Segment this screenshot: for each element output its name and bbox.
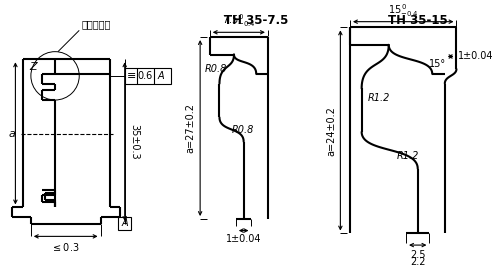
Bar <box>118 217 132 230</box>
Text: A: A <box>157 71 164 81</box>
Text: TH 35-7.5: TH 35-7.5 <box>224 14 288 27</box>
Text: $\leq$0.3: $\leq$0.3 <box>52 241 80 253</box>
Text: 15$^{\,0}_{-0.4}$: 15$^{\,0}_{-0.4}$ <box>388 2 418 19</box>
Text: R1.2: R1.2 <box>396 151 419 161</box>
Text: ≡: ≡ <box>127 71 136 81</box>
Text: 2.5: 2.5 <box>410 250 426 260</box>
Text: a=24±0.2: a=24±0.2 <box>326 106 336 156</box>
Text: 35±0.3: 35±0.3 <box>130 124 140 159</box>
Text: a=27±0.2: a=27±0.2 <box>186 103 196 153</box>
Text: 2.2: 2.2 <box>410 257 426 267</box>
Text: 1±0.04: 1±0.04 <box>458 52 494 61</box>
Text: TH 35-15: TH 35-15 <box>388 14 448 27</box>
Text: Z: Z <box>29 62 36 72</box>
Text: 0.6: 0.6 <box>138 71 152 81</box>
Text: A: A <box>122 218 128 228</box>
Text: 边缘无毛刺: 边缘无毛刺 <box>81 19 110 29</box>
Text: 7.5$^{\,0}_{-0.4}$: 7.5$^{\,0}_{-0.4}$ <box>222 13 256 29</box>
Text: R1.2: R1.2 <box>368 93 390 103</box>
Text: 15°: 15° <box>430 59 446 69</box>
Text: a: a <box>8 129 15 139</box>
Text: R0.8: R0.8 <box>232 125 254 135</box>
Text: 1±0.04: 1±0.04 <box>226 234 262 244</box>
Bar <box>124 68 171 84</box>
Text: R0.8: R0.8 <box>205 64 228 74</box>
